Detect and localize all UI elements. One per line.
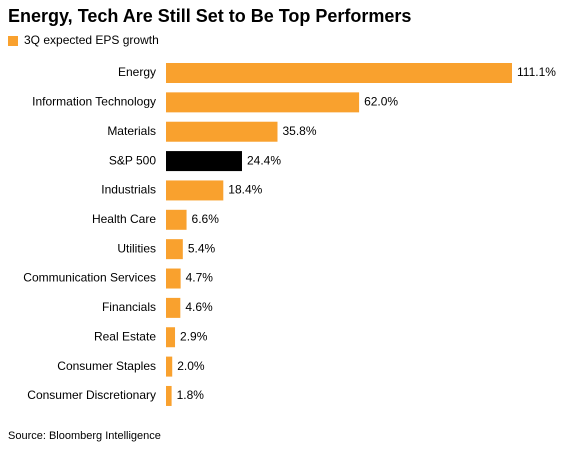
category-label: Utilities: [117, 241, 156, 255]
category-label: Communication Services: [23, 271, 156, 285]
category-label: Financials: [102, 300, 156, 314]
value-label: 2.0%: [177, 359, 205, 373]
bar: [166, 239, 183, 260]
value-label: 62.0%: [364, 95, 398, 109]
chart-title: Energy, Tech Are Still Set to Be Top Per…: [8, 6, 411, 26]
category-label: Consumer Discretionary: [27, 388, 156, 402]
value-label: 18.4%: [228, 183, 262, 197]
bar: [166, 268, 181, 289]
bar: [166, 327, 176, 348]
value-label: 5.4%: [188, 241, 216, 255]
source: Source: Bloomberg Intelligence: [8, 430, 161, 442]
bar: [166, 385, 172, 406]
bar: [166, 121, 278, 142]
bar: [166, 92, 360, 113]
category-label: Energy: [118, 65, 156, 79]
bar: [166, 151, 242, 172]
value-label: 4.6%: [185, 300, 213, 314]
value-label: 4.7%: [186, 271, 214, 285]
bar: [166, 297, 181, 318]
bar: [166, 180, 224, 201]
category-label: Health Care: [92, 212, 156, 226]
category-label: Industrials: [101, 183, 156, 197]
value-label: 24.4%: [247, 153, 281, 167]
category-label: Real Estate: [94, 329, 156, 343]
bar: [166, 63, 512, 83]
category-label: Materials: [107, 124, 156, 138]
category-label: Consumer Staples: [57, 359, 156, 373]
value-label: 6.6%: [192, 212, 220, 226]
value-label: 35.8%: [282, 124, 316, 138]
value-label: 1.8%: [177, 388, 205, 402]
bar: [166, 209, 187, 230]
bar: [166, 356, 173, 377]
category-label: Information Technology: [32, 95, 156, 109]
category-label: S&P 500: [109, 153, 156, 167]
value-label: 111.1%: [517, 65, 556, 79]
legend-swatch: [8, 36, 18, 46]
value-label: 2.9%: [180, 329, 208, 343]
legend-label: 3Q expected EPS growth: [24, 33, 159, 47]
